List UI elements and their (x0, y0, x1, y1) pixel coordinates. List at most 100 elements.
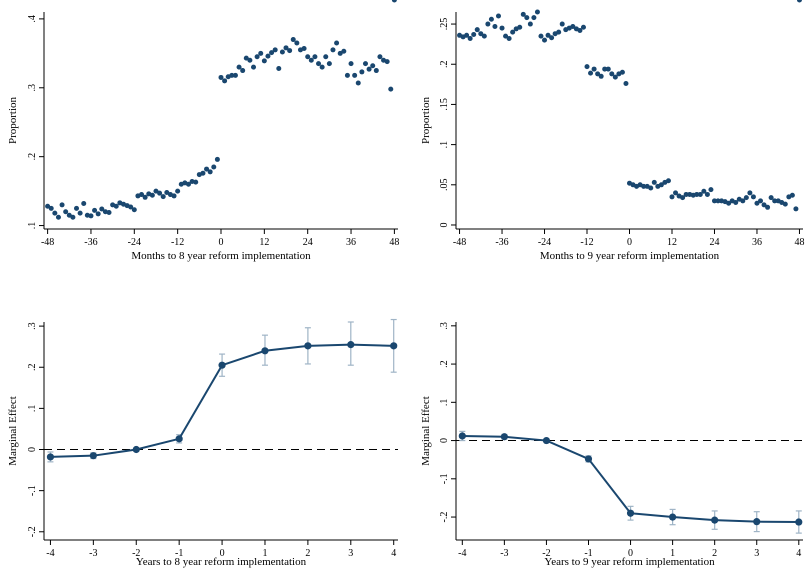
data-point (251, 64, 257, 70)
data-point (750, 194, 756, 200)
data-point (753, 518, 761, 526)
y-tick-label: -.2 (439, 512, 450, 523)
y-tick-label: .15 (439, 98, 450, 111)
data-point (157, 190, 163, 196)
data-point (598, 73, 604, 79)
y-tick-label: .3 (439, 322, 450, 330)
y-axis-title: Proportion (420, 96, 432, 144)
data-point (765, 204, 771, 210)
data-point (796, 0, 802, 3)
data-point (294, 40, 300, 46)
data-point (218, 74, 224, 80)
data-point (171, 193, 177, 199)
x-tick-label: 36 (752, 237, 762, 248)
data-point (308, 57, 314, 63)
data-point (570, 23, 576, 29)
data-point (330, 47, 336, 53)
y-tick-label: .2 (27, 153, 38, 161)
data-point (584, 455, 593, 463)
data-point (527, 21, 533, 27)
x-tick-label: -3 (500, 548, 508, 559)
data-point (370, 63, 376, 69)
data-point (623, 81, 629, 87)
x-axis-title: Months to 9 year reform implementation (540, 250, 720, 262)
data-point (704, 191, 710, 197)
y-tick-label: .2 (27, 363, 38, 371)
data-point (697, 191, 703, 197)
data-point (193, 179, 199, 185)
data-point (276, 65, 282, 71)
x-tick-label: 3 (348, 548, 353, 559)
data-point (301, 46, 307, 52)
panel-2: -48 -36 -24 -12 0 12 24 36 48 0 .05 .1 .15 .2 .25 Month… (420, 0, 804, 262)
x-tick-label: -1 (175, 548, 183, 559)
data-point (683, 191, 689, 197)
data-point (503, 33, 509, 39)
data-point (128, 204, 134, 210)
x-tick-label: 4 (796, 548, 801, 559)
data-point (211, 164, 217, 170)
data-point (232, 72, 238, 78)
data-point (113, 203, 119, 209)
data-point (492, 23, 498, 29)
data-point (577, 27, 583, 33)
data-point (658, 182, 664, 188)
data-point (319, 64, 325, 70)
data-point (740, 198, 746, 204)
x-tick-label: -12 (171, 237, 184, 248)
y-tick-label: .3 (27, 322, 38, 330)
y-tick-label: .1 (27, 222, 38, 230)
data-point (77, 210, 83, 216)
data-point (316, 61, 322, 67)
y-tick-label: 0 (439, 438, 450, 443)
data-point (222, 78, 228, 84)
x-tick-label: 24 (303, 237, 313, 248)
y-tick-label: .1 (439, 399, 450, 407)
data-point (761, 202, 767, 208)
data-point (74, 205, 80, 211)
data-point (510, 29, 516, 35)
data-point (471, 32, 477, 38)
data-point (240, 68, 246, 74)
data-point (359, 69, 365, 75)
data-point (236, 64, 242, 70)
data-point (352, 72, 358, 78)
y-tick-label: .25 (439, 18, 450, 31)
data-point (175, 188, 181, 194)
x-axis-title: Months to 8 year reform implementation (131, 250, 311, 262)
x-tick-label: -24 (128, 237, 141, 248)
x-axis-title: Years to 8 year reform implementation (136, 556, 307, 568)
data-point (55, 214, 61, 220)
data-point (795, 518, 803, 526)
data-point (99, 206, 105, 212)
data-point (261, 58, 267, 64)
data-point (743, 195, 749, 201)
data-point (347, 341, 355, 349)
data-point (272, 47, 278, 53)
data-point (142, 194, 148, 200)
data-point (651, 179, 657, 185)
y-tick-label: .2 (439, 360, 450, 368)
data-point (139, 192, 145, 198)
x-tick-label: -12 (580, 237, 593, 248)
data-point (485, 21, 491, 27)
data-point (768, 195, 774, 201)
data-point (200, 170, 206, 176)
data-point (758, 198, 764, 204)
data-point (612, 74, 618, 80)
x-tick-label: -36 (495, 237, 508, 248)
x-tick-label: -1 (584, 548, 592, 559)
data-point (175, 435, 183, 443)
x-tick-label: 2 (712, 548, 717, 559)
x-tick-label: 36 (346, 237, 356, 248)
data-point (534, 9, 540, 15)
data-point (131, 207, 137, 213)
data-point (708, 187, 714, 193)
data-point (715, 198, 721, 204)
x-tick-label: 12 (667, 237, 677, 248)
data-point (782, 201, 788, 207)
data-point (580, 24, 586, 30)
x-tick-label: -36 (84, 237, 97, 248)
data-point (605, 66, 611, 72)
data-point (384, 59, 390, 65)
